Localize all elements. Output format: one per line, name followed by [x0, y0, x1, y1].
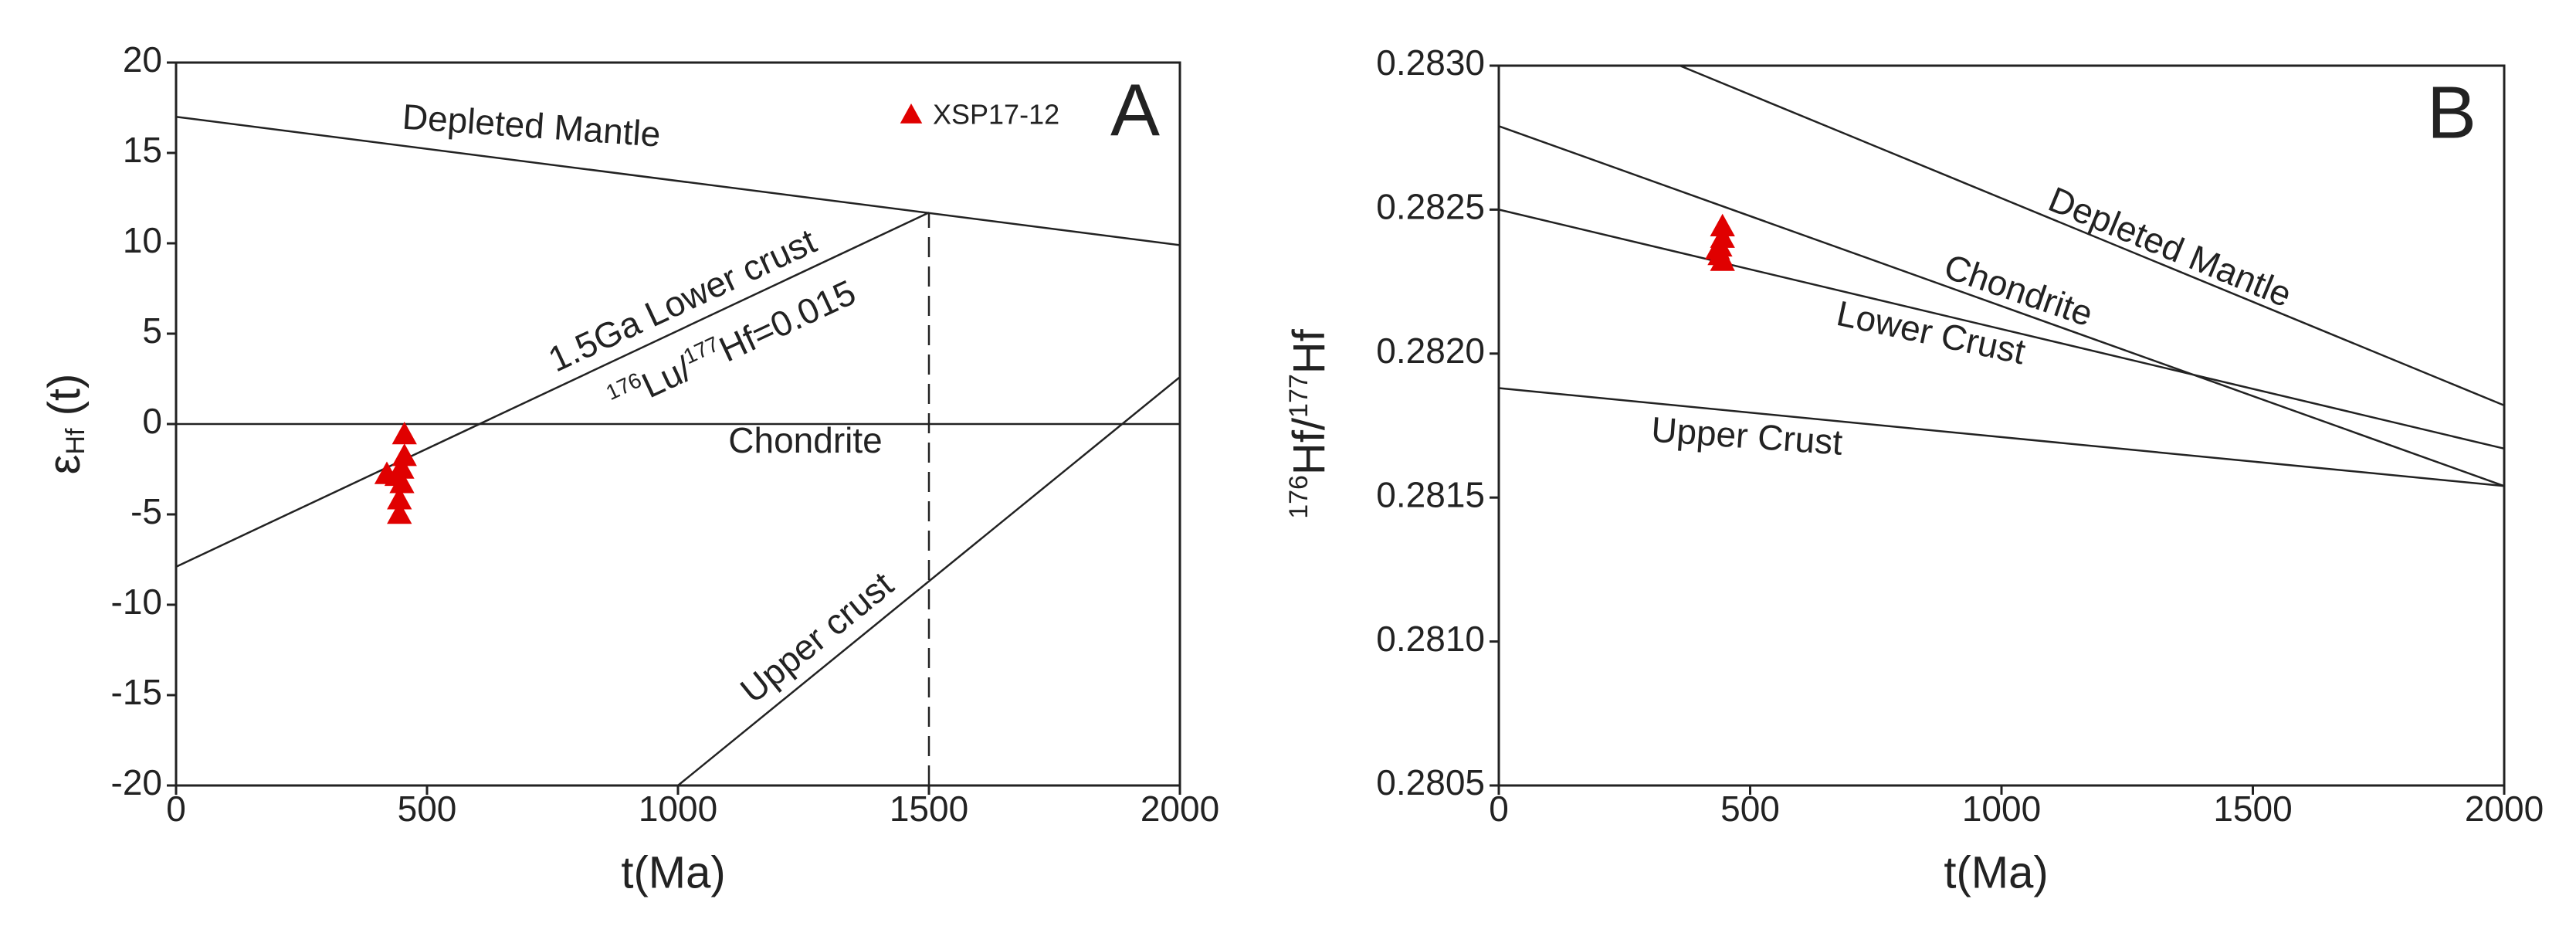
y-axis-label: 176Hf/177Hf — [1284, 328, 1334, 518]
y-axis-label-part: ε — [39, 455, 90, 475]
y-axis-label: εHf (t) — [39, 374, 90, 475]
y-axis-label-part: 177 — [1284, 374, 1313, 418]
legend-marker — [900, 103, 923, 124]
y-tick-label: 0.2815 — [1376, 474, 1485, 514]
y-tick-label: -20 — [111, 762, 162, 802]
x-axis-label: t(Ma) — [1944, 847, 2048, 897]
y-tick-label: 10 — [123, 220, 162, 260]
data-point — [387, 487, 412, 510]
y-tick-label: 0.2825 — [1376, 187, 1485, 227]
x-tick-label: 2000 — [2465, 789, 2544, 829]
reference-line — [175, 115, 1181, 246]
x-axis-label: t(Ma) — [621, 847, 725, 897]
y-tick-label: 0.2805 — [1376, 762, 1485, 802]
data-point — [391, 443, 417, 466]
y-tick-label: 5 — [142, 310, 162, 351]
x-tick-label: 2000 — [1141, 789, 1219, 829]
reference-line — [175, 212, 930, 568]
y-tick-label: 0.2830 — [1376, 42, 1485, 83]
reference-line — [1498, 387, 2505, 487]
reference-line — [1679, 64, 2505, 407]
y-axis-label-part: Hf/ — [1284, 417, 1334, 475]
legend-label: XSP17-12 — [933, 99, 1059, 131]
data-point — [1710, 248, 1735, 271]
annotation: Upper crust — [733, 564, 901, 711]
y-tick-label: -15 — [111, 672, 162, 712]
reference-line — [1498, 209, 2505, 450]
panel-label: A — [1110, 69, 1160, 151]
y-axis-label-part: Hf — [61, 428, 90, 455]
x-tick-label: 1500 — [2213, 789, 2292, 829]
annotation: Chondrite — [728, 420, 882, 460]
y-axis-label-part: (t) — [39, 374, 90, 429]
plot-frame — [1497, 64, 2506, 787]
y-tick-label: 0.2810 — [1376, 619, 1485, 659]
x-tick-label: 500 — [1720, 789, 1780, 829]
x-tick-label: 0 — [166, 789, 186, 829]
y-tick-label: -10 — [111, 582, 162, 622]
y-tick-label: 15 — [123, 130, 162, 170]
annotation: Depleted Mantle — [401, 97, 662, 154]
x-tick-label: 500 — [398, 789, 457, 829]
y-axis-label-part: 176 — [1284, 475, 1313, 519]
x-tick-label: 0 — [1489, 789, 1509, 829]
y-tick-label: -5 — [130, 491, 162, 531]
x-tick-label: 1500 — [890, 789, 968, 829]
reference-line — [677, 376, 1181, 786]
panel-label: B — [2427, 71, 2476, 154]
x-tick-label: 1000 — [639, 789, 717, 829]
data-point — [384, 463, 410, 487]
y-tick-label: 0 — [142, 401, 162, 441]
annotation: Upper Crust — [1650, 409, 1844, 463]
data-point — [1710, 213, 1735, 237]
plot-frame — [175, 61, 1181, 787]
data-point — [387, 501, 412, 524]
data-point — [391, 422, 417, 445]
x-tick-label: 1000 — [1962, 789, 2041, 829]
y-tick-label: 20 — [123, 39, 162, 80]
reference-line — [1498, 125, 2505, 487]
y-tick-label: 0.2820 — [1376, 331, 1485, 371]
y-axis-label-part: Hf — [1284, 328, 1334, 374]
